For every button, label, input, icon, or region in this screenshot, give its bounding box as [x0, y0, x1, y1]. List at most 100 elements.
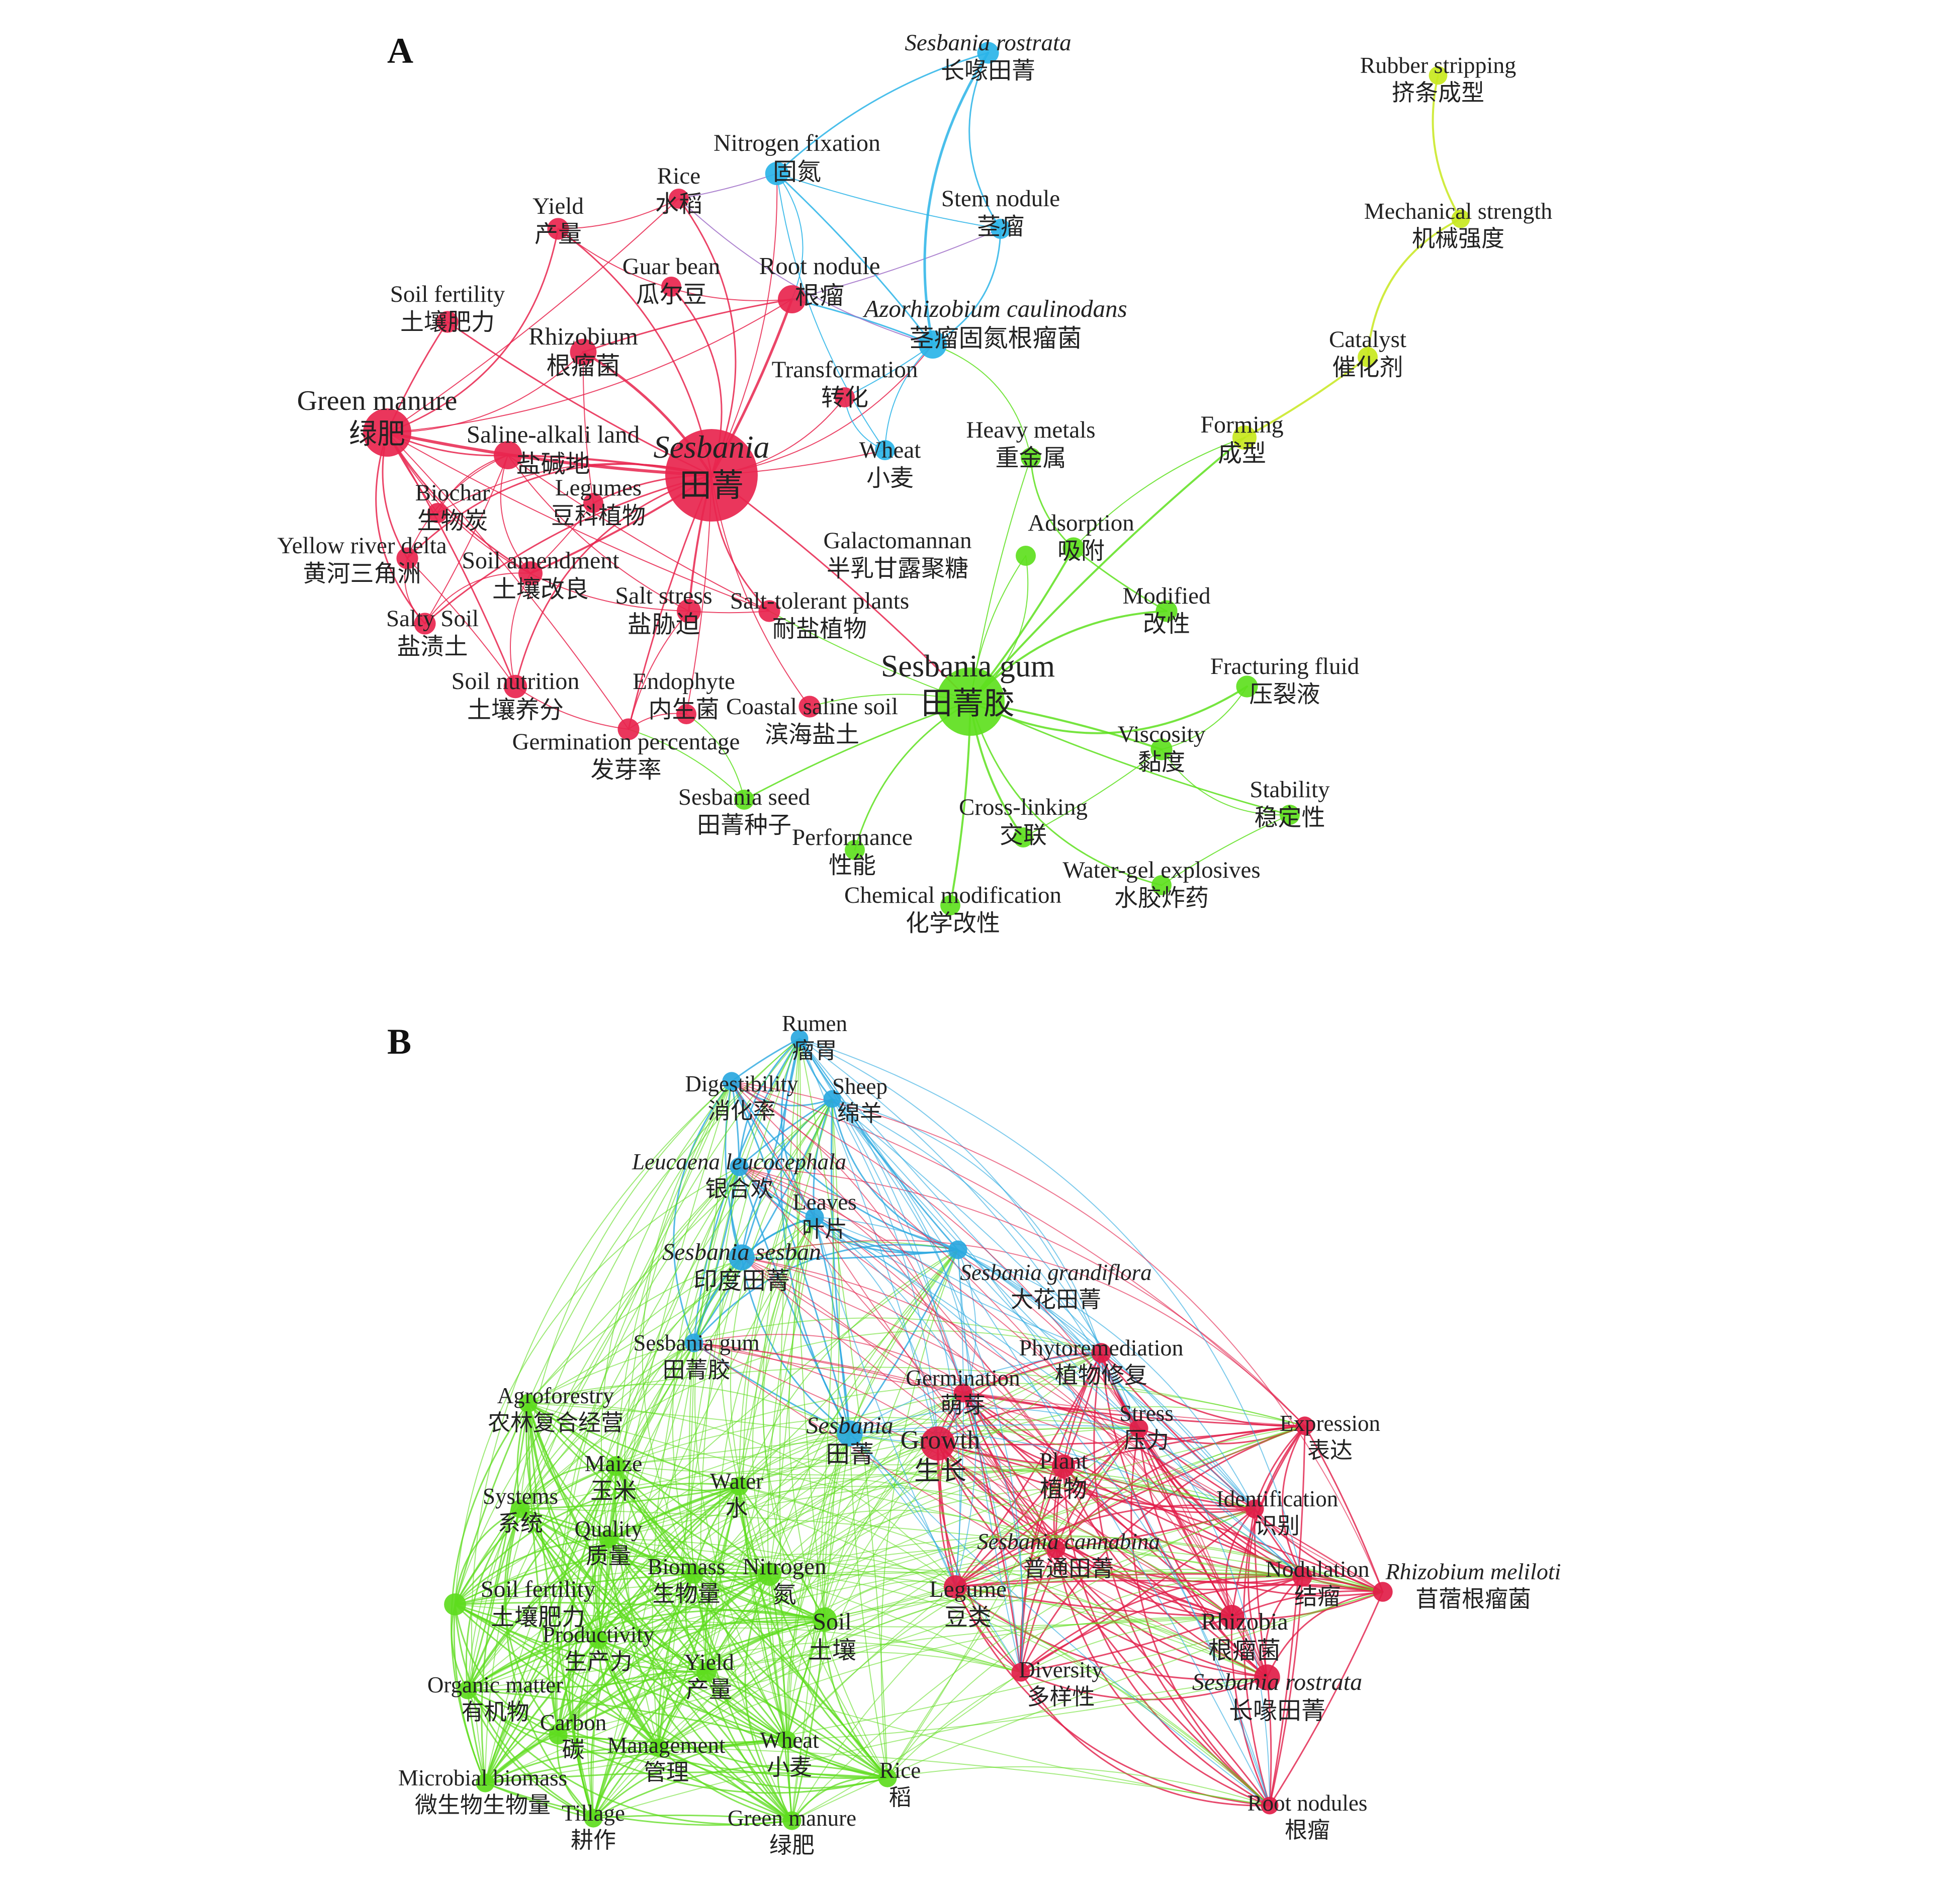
b-edge-rnod-maize	[615, 1466, 1270, 1806]
b-edge-rhizobia-digest	[731, 1081, 1232, 1617]
b-edge-agro-mgmt	[527, 1402, 660, 1749]
a-edge-sesbania-sgum	[710, 474, 971, 703]
a-edge-visc-frac	[1161, 686, 1248, 750]
a-label-en-frac: Fracturing fluid	[1210, 653, 1359, 679]
b-label-zh-maize: 玉米	[590, 1478, 637, 1504]
a-edge-gm-salty	[375, 432, 426, 625]
b-edge-plant-ssesban	[741, 1257, 1064, 1467]
b-label-en-rice: Rice	[879, 1758, 921, 1783]
a-edge-ads-mod	[1073, 547, 1168, 612]
a-edge-yield-rice	[558, 198, 679, 229]
a-label-zh-perf: 性能	[829, 852, 876, 879]
a-label-zh-sn: 土壤养分	[467, 697, 564, 724]
a-label-zh-visc: 黏度	[1138, 749, 1185, 776]
b-edge-sgum-mb	[485, 1342, 694, 1783]
b-edge-express-systems	[520, 1383, 1305, 1509]
b-label-en-growth: Growth	[901, 1426, 981, 1455]
a-label-zh-mod: 改性	[1143, 611, 1190, 637]
b-label-zh-biomass: 生物量	[652, 1581, 720, 1606]
b-edge-express-carbon	[558, 1425, 1305, 1736]
b-edge-phyto-rnod	[1093, 1352, 1271, 1807]
a-label-zh-yield: 产量	[534, 221, 582, 247]
b-label-zh-water: 水	[725, 1496, 748, 1521]
b-edge-nodul-rumen	[799, 1038, 1303, 1577]
b-edge-phyto-rumen	[799, 1038, 1102, 1353]
a-edge-seed-endo	[686, 714, 745, 800]
b-edge-stress-mgmt	[658, 1428, 1139, 1748]
b-edge-srost-om	[467, 1571, 1268, 1690]
a-label-en-perf: Performance	[792, 824, 913, 850]
b-edge-systems-soil	[519, 1508, 826, 1620]
b-label-en-yield: Yield	[684, 1649, 734, 1675]
a-edge-srostrata-stem	[968, 52, 1002, 230]
b-edge-leaves-rice	[788, 1217, 888, 1778]
b-edge-om-tillage	[467, 1689, 594, 1819]
a-edge-gm-sa	[386, 432, 531, 574]
b-edge-biomass-yield	[685, 1573, 707, 1673]
b-edge-agro-systems	[516, 1402, 529, 1510]
panel-b-edges	[451, 1038, 1384, 1826]
b-edge-leuc-mgmt	[652, 1166, 740, 1748]
b-edge-ssesban-sesb	[741, 1256, 851, 1434]
b-edge-ident-gmanure	[791, 1508, 1255, 1821]
a-edge-rn-stem	[791, 228, 1001, 300]
b-edge-rnod-rice	[887, 1766, 1270, 1806]
b-edge-quality-rice	[607, 1538, 888, 1779]
b-edge-ident-rumen	[799, 1038, 1255, 1509]
a-edge-rn-nfix	[776, 173, 804, 300]
a-label-zh-sgum: 田菁胶	[921, 687, 1015, 721]
b-edge-quality-soil	[607, 1538, 826, 1624]
a-label-zh-ads: 吸附	[1057, 538, 1105, 564]
b-node-nitrogen	[758, 1563, 781, 1586]
a-node-srostrata	[977, 42, 999, 64]
b-edge-yield-wheat	[705, 1671, 788, 1741]
b-edge-rumen-soil	[796, 1038, 825, 1620]
b-edge-diversity-rumen	[799, 1038, 1021, 1673]
a-edge-sal-yrd	[407, 455, 508, 559]
b-edge-nitrogen-prod	[597, 1573, 770, 1641]
b-edge-scann-ssesban	[741, 1257, 1056, 1550]
b-label-en-plant: Plant	[1039, 1448, 1088, 1474]
b-edge-nodul-rnod	[1269, 1576, 1303, 1807]
a-node-chem	[940, 895, 960, 915]
b-edge-legume-srost	[954, 1586, 1268, 1681]
b-node-nodul	[1292, 1567, 1312, 1587]
a-label-zh-stab: 稳定性	[1255, 805, 1325, 831]
b-edge-water-biomass	[693, 1485, 740, 1575]
a-label-en-wge: Water-gel explosives	[1062, 857, 1260, 883]
b-edge-diversity-agro	[527, 1402, 1021, 1673]
b-edge-quality-nitrogen	[607, 1538, 770, 1575]
a-node-frac	[1236, 675, 1258, 698]
a-label-zh-frac: 压裂液	[1250, 681, 1320, 708]
b-edge-nodul-sheep	[832, 1098, 1303, 1577]
b-edge-growth-leaves	[814, 1217, 938, 1444]
a-node-forming	[1232, 425, 1257, 450]
a-node-yrd	[396, 547, 418, 569]
a-edge-srostrata-azo	[923, 51, 990, 346]
b-edge-carbon-mb	[484, 1734, 559, 1784]
b-edge-ssesban-om	[467, 1257, 742, 1690]
b-edge-rmel-leuc	[739, 1166, 1383, 1592]
b-edge-tillage-gmanure	[592, 1814, 793, 1822]
b-edge-digest-systems	[520, 1081, 732, 1509]
a-label-en-forming: Forming	[1200, 411, 1283, 438]
a-edge-sal-sa	[500, 455, 531, 574]
b-edge-leaves-soil	[762, 1217, 825, 1620]
b-edge-maize-om	[467, 1465, 617, 1691]
b-edge-plant-mgmt	[658, 1466, 1064, 1748]
a-node-gp	[617, 718, 640, 740]
b-label-en-wheat: Wheat	[760, 1728, 819, 1753]
a-node-guar	[661, 277, 681, 297]
a-edge-gm-rn	[387, 299, 792, 433]
b-label-zh-rmel: 苜蓿根瘤菌	[1415, 1586, 1531, 1612]
b-edge-rhizobia-ssesban	[741, 1257, 1232, 1617]
b-edge-stress-growth	[937, 1406, 1140, 1444]
b-edge-sheep-water	[739, 1098, 833, 1487]
b-label-zh-express: 表达	[1307, 1438, 1353, 1463]
b-edge-systems-carbon	[504, 1508, 559, 1736]
b-edge-legume-sgrand	[955, 1249, 964, 1587]
b-edge-om-rice	[467, 1689, 888, 1779]
a-label-en-sgum: Sesbania gum	[881, 649, 1055, 684]
b-label-en-ssesban: Sesbania sesban	[662, 1239, 821, 1265]
